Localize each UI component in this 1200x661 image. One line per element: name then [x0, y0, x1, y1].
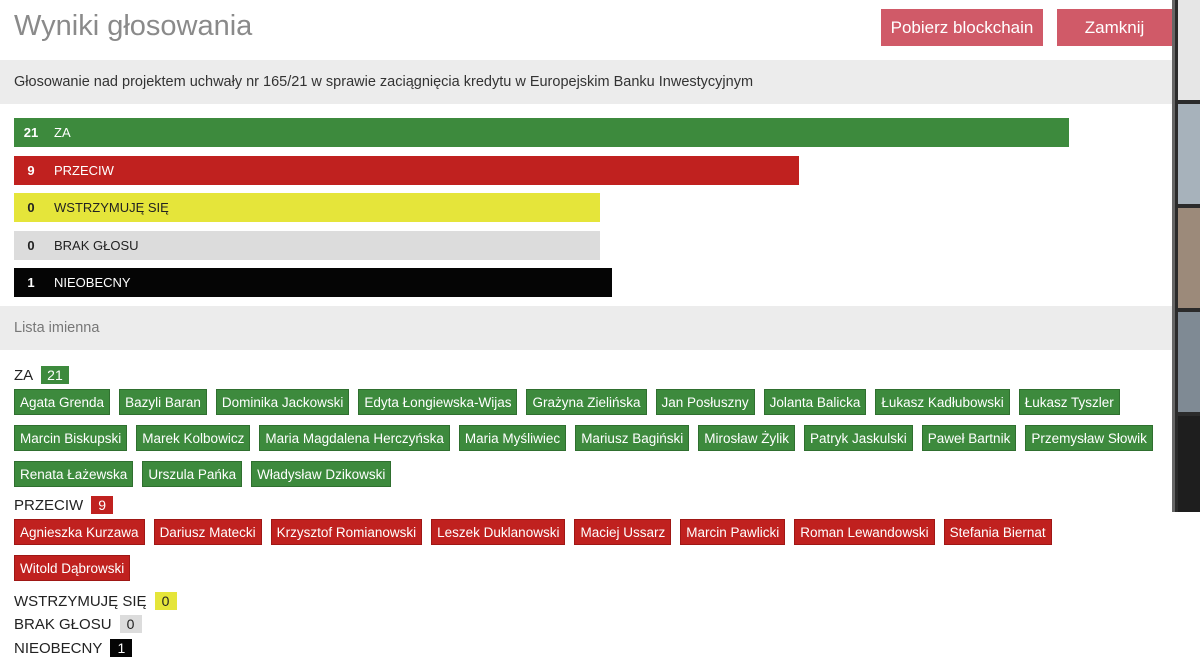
group-przeciw-count-badge: 9	[91, 496, 114, 514]
group-nieobecny-label: NIEOBECNY	[14, 639, 103, 657]
result-bar: 1 NIEOBECNY	[14, 268, 612, 297]
voter-name-chip: Władysław Dzikowski	[251, 461, 392, 487]
result-count: 0	[27, 200, 35, 215]
result-count: 21	[23, 125, 39, 140]
voter-name-chip: Łukasz Kadłubowski	[875, 389, 1010, 415]
result-label: PRZECIW	[54, 163, 114, 178]
voter-name-chip: Stefania Biernat	[943, 519, 1052, 545]
result-bar: 0 BRAK GŁOSU	[14, 231, 600, 260]
voter-name-chip: Patryk Jaskulski	[804, 425, 913, 451]
vote-subject-bar: Głosowanie nad projektem uchwały nr 165/…	[0, 60, 1172, 104]
voter-name-chip: Maria Myśliwiec	[458, 425, 567, 451]
result-count: 1	[27, 275, 35, 290]
voter-name-chip: Maciej Ussarz	[574, 519, 672, 545]
name-list-title: Lista imienna	[14, 320, 100, 336]
voter-name-chip: Bazyli Baran	[119, 389, 207, 415]
result-bar: 21 ZA	[14, 118, 1069, 147]
voter-name-chip: Paweł Bartnik	[921, 425, 1017, 451]
result-count: 0	[27, 238, 35, 253]
group-brak-header: BRAK GŁOSU 0	[14, 615, 142, 633]
page-title: Wyniki głosowania	[14, 10, 253, 42]
result-bar: 9 PRZECIW	[14, 156, 799, 185]
voter-name-chip: Agnieszka Kurzawa	[14, 519, 145, 545]
participant-video-thumb[interactable]	[1178, 208, 1200, 308]
voter-name-chip: Edyta Łongiewska-Wijas	[358, 389, 518, 415]
vote-subject: Głosowanie nad projektem uchwały nr 165/…	[14, 74, 754, 90]
participant-video-thumb[interactable]	[1178, 312, 1200, 412]
voter-name-chip: Łukasz Tyszler	[1018, 389, 1120, 415]
voter-name-chip: Krzysztof Romianowski	[270, 519, 423, 545]
participant-video-thumb[interactable]	[1178, 416, 1200, 512]
result-count: 9	[27, 163, 35, 178]
voter-name-chip: Marcin Biskupski	[14, 425, 128, 451]
video-participants-strip	[1172, 0, 1200, 512]
voter-name-chip: Grażyna Zielińska	[526, 389, 647, 415]
group-brak-label: BRAK GŁOSU	[14, 615, 112, 633]
voter-name-chip: Marcin Pawlicki	[680, 519, 786, 545]
participant-video-thumb[interactable]	[1178, 0, 1200, 100]
group-przeciw-names: Agnieszka Kurzawa Dariusz Matecki Krzyszto…	[14, 519, 1164, 591]
voter-name-chip: Urszula Pańka	[142, 461, 243, 487]
result-label: NIEOBECNY	[54, 275, 131, 290]
name-list-header: Lista imienna	[0, 306, 1172, 350]
voter-name-chip: Dariusz Matecki	[153, 519, 262, 545]
voter-name-chip: Mirosław Żylik	[698, 425, 795, 451]
voter-name-chip: Renata Łażewska	[14, 461, 134, 487]
group-brak-count-badge: 0	[119, 615, 142, 633]
voter-name-chip: Maria Magdalena Herczyńska	[259, 425, 450, 451]
group-za-count-badge: 21	[41, 366, 69, 384]
result-bar: 0 WSTRZYMUJĘ SIĘ	[14, 193, 600, 222]
group-wstrzymuje-label: WSTRZYMUJĘ SIĘ	[14, 592, 147, 610]
download-blockchain-button[interactable]: Pobierz blockchain	[881, 9, 1043, 46]
group-wstrzymuje-header: WSTRZYMUJĘ SIĘ 0	[14, 592, 177, 610]
close-button[interactable]: Zamknij	[1057, 9, 1172, 46]
result-label: BRAK GŁOSU	[54, 238, 139, 253]
group-nieobecny-header: NIEOBECNY 1	[14, 639, 133, 657]
voting-results-panel: Wyniki głosowania Pobierz blockchain Zam…	[0, 9, 1172, 657]
group-za-names: Agata Grenda Bazyli Baran Dominika Jackows…	[14, 389, 1164, 497]
voter-name-chip: Leszek Duklanowski	[431, 519, 566, 545]
voter-name-chip: Roman Lewandowski	[794, 519, 935, 545]
voter-name-chip: Marek Kolbowicz	[136, 425, 251, 451]
participant-video-thumb[interactable]	[1178, 104, 1200, 204]
voter-name-chip: Agata Grenda	[14, 389, 111, 415]
group-za-label: ZA	[14, 366, 34, 384]
group-przeciw-label: PRZECIW	[14, 496, 84, 514]
voter-name-chip: Jan Posłuszny	[655, 389, 755, 415]
voter-name-chip: Mariusz Bagiński	[575, 425, 690, 451]
voter-name-chip: Witold Dąbrowski	[14, 555, 131, 581]
group-wstrzymuje-count-badge: 0	[154, 592, 177, 610]
result-label: WSTRZYMUJĘ SIĘ	[54, 200, 169, 215]
result-label: ZA	[54, 125, 71, 140]
group-za-header: ZA 21	[14, 366, 69, 384]
voter-name-chip: Przemysław Słowik	[1025, 425, 1153, 451]
group-nieobecny-count-badge: 1	[110, 639, 133, 657]
voter-name-chip: Dominika Jackowski	[215, 389, 350, 415]
group-przeciw-header: PRZECIW 9	[14, 496, 114, 514]
voter-name-chip: Jolanta Balicka	[763, 389, 867, 415]
